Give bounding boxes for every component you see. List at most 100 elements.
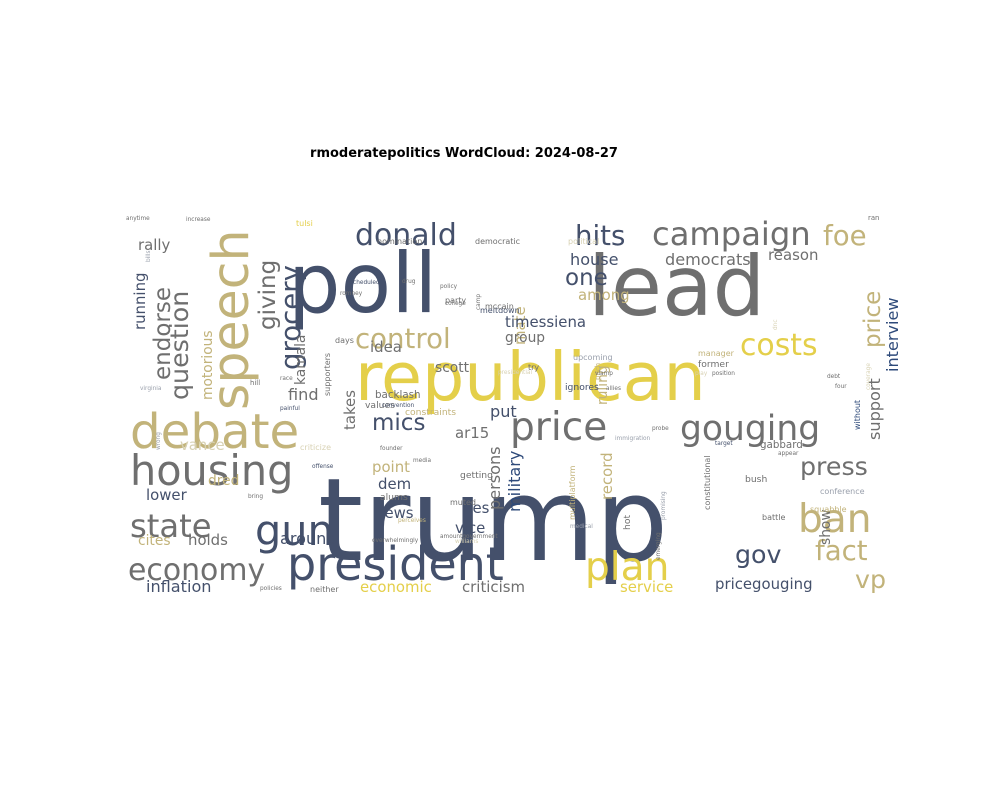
- word-campaign: campaign: [652, 215, 811, 253]
- word-multiplatform: multiplatform: [568, 465, 577, 520]
- word-meltdown: meltdown: [480, 306, 520, 315]
- word-mccain: mccain: [485, 302, 514, 311]
- word-scheduled: scheduled: [350, 280, 380, 286]
- word-mics: mics: [372, 410, 425, 436]
- word-bring: bring: [248, 494, 263, 500]
- word-gabbard: gabbard: [760, 439, 803, 451]
- word-gouging: gouging: [680, 409, 820, 449]
- word-vice: vice: [455, 519, 485, 537]
- word-criticize: criticize: [300, 443, 331, 452]
- word-position: position: [712, 371, 735, 377]
- word-williams: williams: [455, 539, 478, 545]
- word-military: military: [505, 450, 524, 512]
- word-hill: hill: [250, 379, 260, 387]
- word-promising: promising: [661, 491, 667, 520]
- word-vlamp: vlamp: [595, 371, 613, 377]
- word-lead: lead: [588, 238, 765, 335]
- word-coverage: coverage: [866, 363, 872, 390]
- word-battle: battle: [762, 513, 785, 522]
- word-ruling: ruling: [595, 365, 611, 405]
- word-criticism: criticism: [462, 578, 525, 596]
- word-timessiena: timessiena: [505, 313, 586, 331]
- word-one: one: [565, 265, 608, 291]
- word-without: without: [853, 400, 862, 430]
- word-anytime: anytime: [126, 216, 150, 222]
- word-college: college: [445, 301, 466, 307]
- word-question: question: [165, 291, 194, 400]
- word-running: running: [131, 273, 149, 330]
- word-debate: debate: [130, 404, 299, 460]
- word-economic: economic: [360, 578, 432, 596]
- word-dred: dred: [208, 473, 239, 489]
- word-ran: ran: [868, 214, 879, 222]
- word-constraints: constraints: [405, 407, 456, 418]
- word-increase: increase: [186, 217, 211, 223]
- word-vp: vp: [855, 565, 886, 594]
- word-manager: manager: [698, 349, 735, 358]
- word-president: president: [287, 537, 504, 591]
- word-policy: policy: [440, 284, 458, 290]
- word-debt: debt: [827, 374, 841, 380]
- word-amountgovernment: amountgovernment: [440, 534, 498, 540]
- word-muted: muted: [450, 498, 476, 507]
- word-founder: founder: [380, 446, 403, 452]
- word-fact: fact: [815, 534, 868, 567]
- word-emerging: emerging: [656, 532, 662, 560]
- word-donald: donald: [355, 218, 457, 253]
- word-camp: camp: [476, 294, 482, 310]
- word-medical: medical: [570, 524, 593, 530]
- word-giving: giving: [255, 260, 281, 330]
- word-wrong: wrong: [156, 432, 162, 450]
- word-point: point: [372, 458, 410, 476]
- word-democrats: democrats: [665, 250, 751, 269]
- word-party: party: [445, 296, 466, 305]
- chart-title: rmoderatepolitics WordCloud: 2024-08-27: [310, 146, 618, 161]
- word-squabble: squabble: [810, 505, 847, 514]
- word-service: service: [620, 578, 673, 596]
- word-state: state: [130, 507, 212, 545]
- word-neither: neither: [310, 585, 339, 594]
- word-nomination: nomination: [377, 237, 422, 246]
- word-group: group: [505, 330, 545, 346]
- word-tulsi: tulsi: [296, 219, 313, 228]
- word-gun: gun: [255, 507, 334, 555]
- word-alums: alums: [380, 492, 408, 503]
- word-days: days: [335, 336, 354, 345]
- word-appear: appear: [778, 451, 799, 457]
- word-dem: dem: [378, 475, 411, 493]
- word-price: price: [860, 291, 886, 348]
- word-takes: takes: [341, 390, 359, 430]
- word-idea: idea: [370, 338, 402, 356]
- word-scott: scott: [435, 360, 470, 376]
- word-around: around: [280, 529, 337, 548]
- word-vance: vance: [180, 436, 225, 454]
- word-republican: republican: [355, 338, 706, 416]
- word-dnc: dnc: [773, 319, 779, 330]
- word-hes: hes: [463, 499, 490, 517]
- word-upcoming: upcoming: [573, 353, 613, 362]
- word-hot: hot: [622, 515, 633, 530]
- word-foe: foe: [823, 219, 867, 252]
- word-put: put: [490, 402, 517, 421]
- word-holds: holds: [188, 531, 228, 549]
- word-grocery: grocery: [274, 265, 307, 370]
- word-virginia: virginia: [140, 386, 162, 392]
- word-economy: economy: [128, 553, 265, 588]
- word-control: control: [355, 322, 451, 355]
- word-press: press: [800, 452, 868, 481]
- word-support: support: [865, 378, 884, 440]
- word-costs: costs: [740, 328, 818, 363]
- word-ignores: ignores: [565, 382, 599, 393]
- word-four: four: [835, 384, 847, 390]
- word-gov: gov: [735, 540, 782, 569]
- word-news: news: [375, 504, 414, 522]
- word-endorse: endorse: [150, 287, 176, 380]
- word-ban: ban: [798, 497, 872, 542]
- word-inflation: inflation: [146, 577, 212, 596]
- word-drug: drug: [402, 279, 416, 285]
- word-trump: trump: [318, 454, 668, 588]
- word-allies: allies: [606, 386, 621, 392]
- word-hits: hits: [575, 219, 625, 252]
- word-cites: cites: [138, 533, 171, 549]
